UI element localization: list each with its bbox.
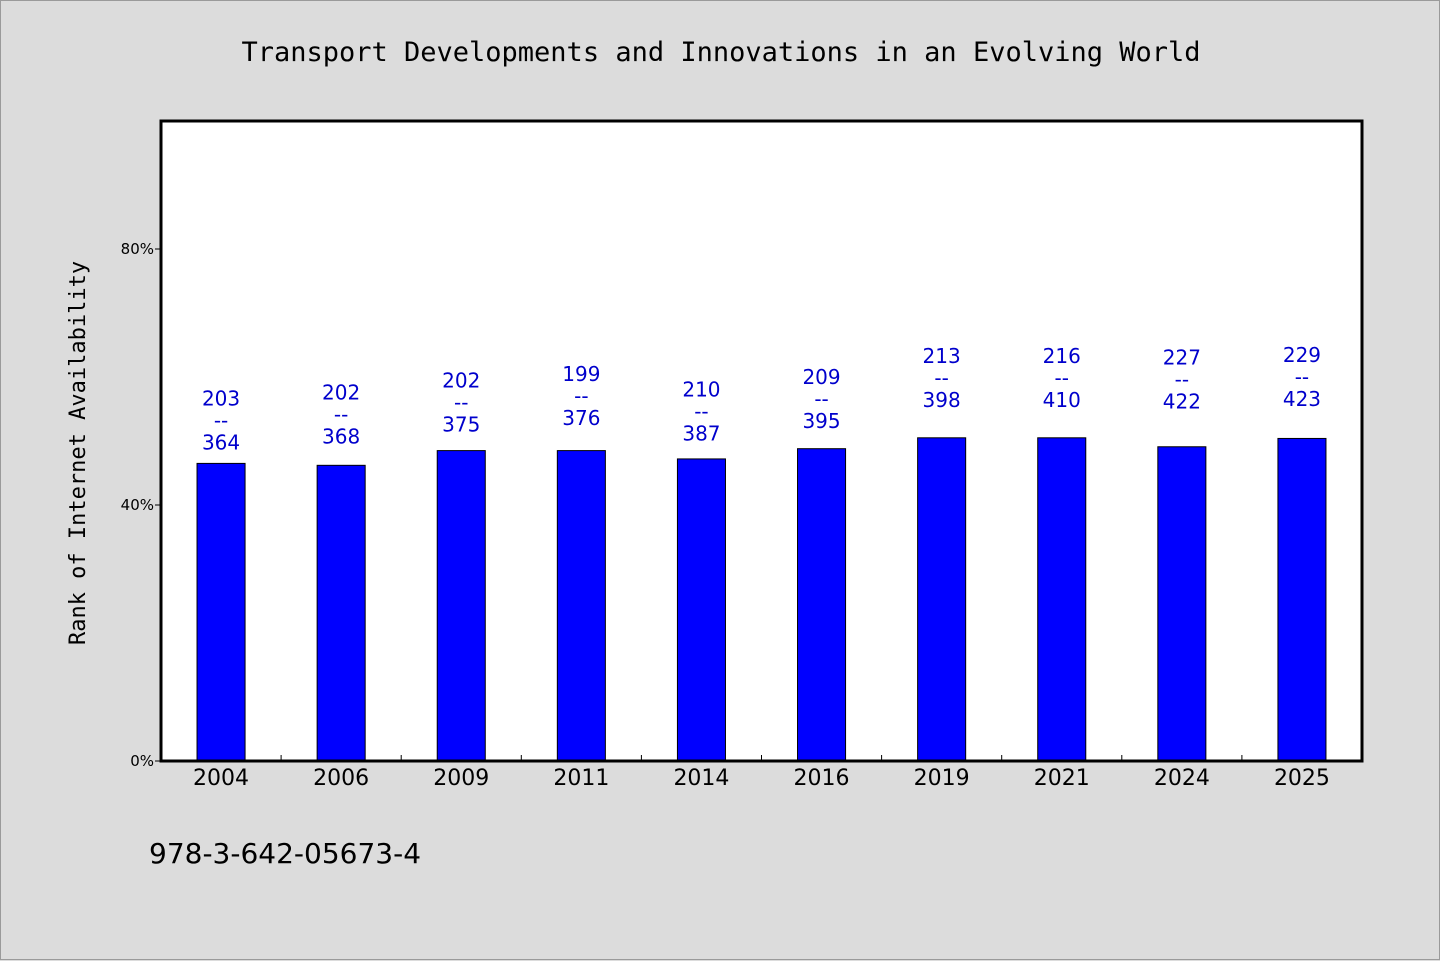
- bar-2011: [556, 450, 606, 762]
- y-tick-label: 80%: [121, 240, 154, 258]
- bar-2019: [917, 437, 967, 762]
- y-tick-label: 40%: [121, 496, 154, 514]
- bar-2014: [676, 458, 726, 762]
- bar-2009: [436, 450, 486, 762]
- data-label-bottom: 376: [562, 406, 600, 430]
- y-axis-label: Rank of Internet Availability: [66, 261, 91, 645]
- data-label-top: 216: [1043, 344, 1081, 368]
- y-tick-label: 0%: [130, 752, 154, 770]
- bar-2021: [1037, 437, 1087, 762]
- x-tick-label: 2024: [1154, 766, 1210, 791]
- data-label-sep: --: [214, 408, 228, 432]
- data-label-sep: --: [1175, 367, 1189, 391]
- data-label-top: 213: [923, 344, 961, 368]
- x-tick-label: 2009: [433, 766, 489, 791]
- isbn-note: 978-3-642-05673-4: [149, 837, 421, 870]
- data-label-top: 202: [442, 368, 480, 392]
- x-tick-label: 2021: [1034, 766, 1090, 791]
- data-label-sep: --: [574, 384, 588, 408]
- data-label-sep: --: [334, 403, 348, 427]
- bar-2025: [1277, 437, 1327, 762]
- data-label-sep: --: [814, 387, 828, 411]
- bar-2016: [797, 448, 847, 762]
- data-label-bottom: 422: [1163, 389, 1201, 413]
- data-labels: 2004203--3642006202--3682009202--3752011…: [193, 343, 1330, 791]
- data-label-top: 227: [1163, 345, 1201, 369]
- x-tick-label: 2025: [1274, 766, 1330, 791]
- bar-2024: [1157, 446, 1207, 762]
- axis-ticks: 0% 40% 80%: [121, 240, 1243, 770]
- data-label-top: 209: [802, 365, 840, 389]
- data-label-top: 210: [682, 377, 720, 401]
- data-label-sep: --: [1055, 366, 1069, 390]
- data-label-top: 199: [562, 362, 600, 386]
- chart-title: Transport Developments and Innovations i…: [241, 37, 1200, 68]
- x-tick-label: 2011: [553, 766, 609, 791]
- x-tick-label: 2016: [794, 766, 850, 791]
- data-label-bottom: 387: [682, 421, 720, 445]
- x-tick-label: 2004: [193, 766, 249, 791]
- data-label-bottom: 375: [442, 412, 480, 436]
- data-label-bottom: 410: [1043, 388, 1081, 412]
- bars: [196, 437, 1327, 762]
- data-label-top: 229: [1283, 343, 1321, 367]
- x-tick-label: 2019: [914, 766, 970, 791]
- data-label-sep: --: [1295, 365, 1309, 389]
- data-label-sep: --: [934, 366, 948, 390]
- data-label-bottom: 423: [1283, 387, 1321, 411]
- bar-2006: [316, 464, 366, 762]
- plot-border: [159, 119, 1364, 763]
- data-label-sep: --: [454, 390, 468, 414]
- data-label-bottom: 395: [802, 409, 840, 433]
- data-label-top: 202: [322, 381, 360, 405]
- bar-2004: [196, 462, 246, 762]
- data-label-bottom: 368: [322, 425, 360, 449]
- data-label-top: 203: [202, 386, 240, 410]
- x-tick-label: 2006: [313, 766, 369, 791]
- data-label-sep: --: [694, 399, 708, 423]
- x-tick-label: 2014: [673, 766, 729, 791]
- data-label-bottom: 398: [923, 388, 961, 412]
- data-label-bottom: 364: [202, 430, 240, 454]
